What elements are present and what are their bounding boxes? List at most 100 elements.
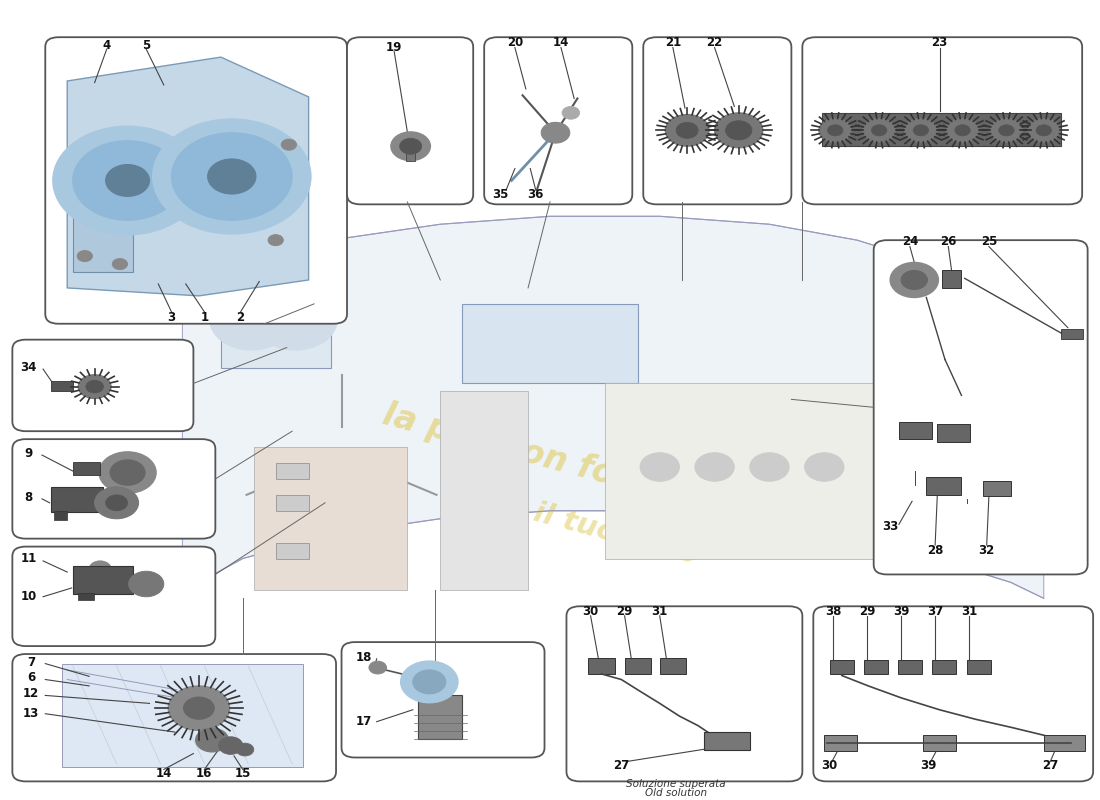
Text: 27: 27 [613,759,629,772]
Circle shape [106,165,150,196]
Circle shape [73,141,183,220]
Circle shape [153,119,311,234]
Polygon shape [67,57,309,296]
Circle shape [77,250,92,262]
Text: 3: 3 [167,311,176,324]
Circle shape [390,132,430,161]
Circle shape [666,114,710,146]
Bar [704,732,750,750]
Bar [276,463,309,479]
Circle shape [1036,125,1052,136]
Text: 22: 22 [706,36,723,50]
Circle shape [412,670,446,694]
Bar [73,566,133,594]
FancyBboxPatch shape [566,606,802,782]
Text: 14: 14 [155,767,172,780]
Circle shape [1027,118,1060,142]
Text: il tuo auto: il tuo auto [530,499,701,570]
Bar [660,658,686,674]
Circle shape [112,258,128,270]
Circle shape [640,453,680,482]
FancyBboxPatch shape [873,240,1088,574]
Text: 30: 30 [822,759,838,772]
Text: 23: 23 [932,36,947,50]
Bar [899,422,932,439]
Circle shape [95,487,139,518]
Circle shape [890,262,938,298]
Text: 30: 30 [583,606,598,618]
Circle shape [904,118,937,142]
Circle shape [168,686,230,730]
Text: 37: 37 [927,606,944,618]
Text: 11: 11 [21,552,37,565]
Bar [440,391,528,590]
Bar [967,660,991,674]
Text: Old solution: Old solution [645,787,707,798]
FancyBboxPatch shape [12,340,194,431]
Bar [1062,330,1084,339]
Bar [824,735,857,751]
Text: la passion for: la passion for [378,398,634,496]
Text: 20: 20 [507,36,522,50]
Text: 28: 28 [927,544,944,557]
Text: 19: 19 [386,41,403,54]
Bar [51,381,73,391]
Bar [829,660,854,674]
Bar [898,660,922,674]
FancyBboxPatch shape [45,38,347,324]
Text: 26: 26 [940,235,957,248]
Text: 6: 6 [26,671,35,685]
Text: 24: 24 [902,235,918,248]
Bar [62,663,304,767]
Bar [625,658,651,674]
FancyBboxPatch shape [12,439,216,538]
Text: 36: 36 [528,188,543,202]
FancyBboxPatch shape [484,38,632,204]
Circle shape [999,125,1014,136]
Circle shape [282,139,297,150]
Bar [73,208,133,272]
Circle shape [254,290,337,350]
Circle shape [172,133,293,220]
Circle shape [268,234,284,246]
FancyBboxPatch shape [12,654,336,782]
Circle shape [804,453,844,482]
Bar [78,593,94,600]
Bar [54,510,67,520]
Text: 32: 32 [979,544,994,557]
Bar [822,113,1062,146]
Circle shape [827,125,843,136]
Text: 14: 14 [553,36,569,50]
Bar [51,487,103,512]
Circle shape [89,561,111,577]
Text: 5: 5 [142,38,151,52]
Circle shape [110,460,145,486]
Bar [926,478,961,495]
Bar [605,383,934,558]
Text: 29: 29 [859,606,876,618]
Bar [983,481,1011,497]
Text: 4: 4 [102,38,111,52]
Bar [937,424,970,442]
Bar [923,735,956,751]
Text: 7: 7 [28,655,35,669]
Text: 31: 31 [651,606,668,618]
Text: 12: 12 [23,687,40,700]
Text: 21: 21 [664,36,681,50]
Text: 29: 29 [616,606,632,618]
Circle shape [129,571,164,597]
Text: 9: 9 [24,447,33,460]
Circle shape [562,106,580,119]
Bar [932,660,956,674]
Circle shape [676,122,698,138]
Bar [254,447,407,590]
FancyBboxPatch shape [644,38,791,204]
Text: 27: 27 [1042,759,1058,772]
Text: 1: 1 [200,311,208,324]
Circle shape [106,495,128,510]
Text: 18: 18 [355,650,372,664]
Bar [221,264,331,367]
Bar [462,304,638,383]
Text: 10: 10 [21,590,37,603]
Polygon shape [183,216,1044,598]
